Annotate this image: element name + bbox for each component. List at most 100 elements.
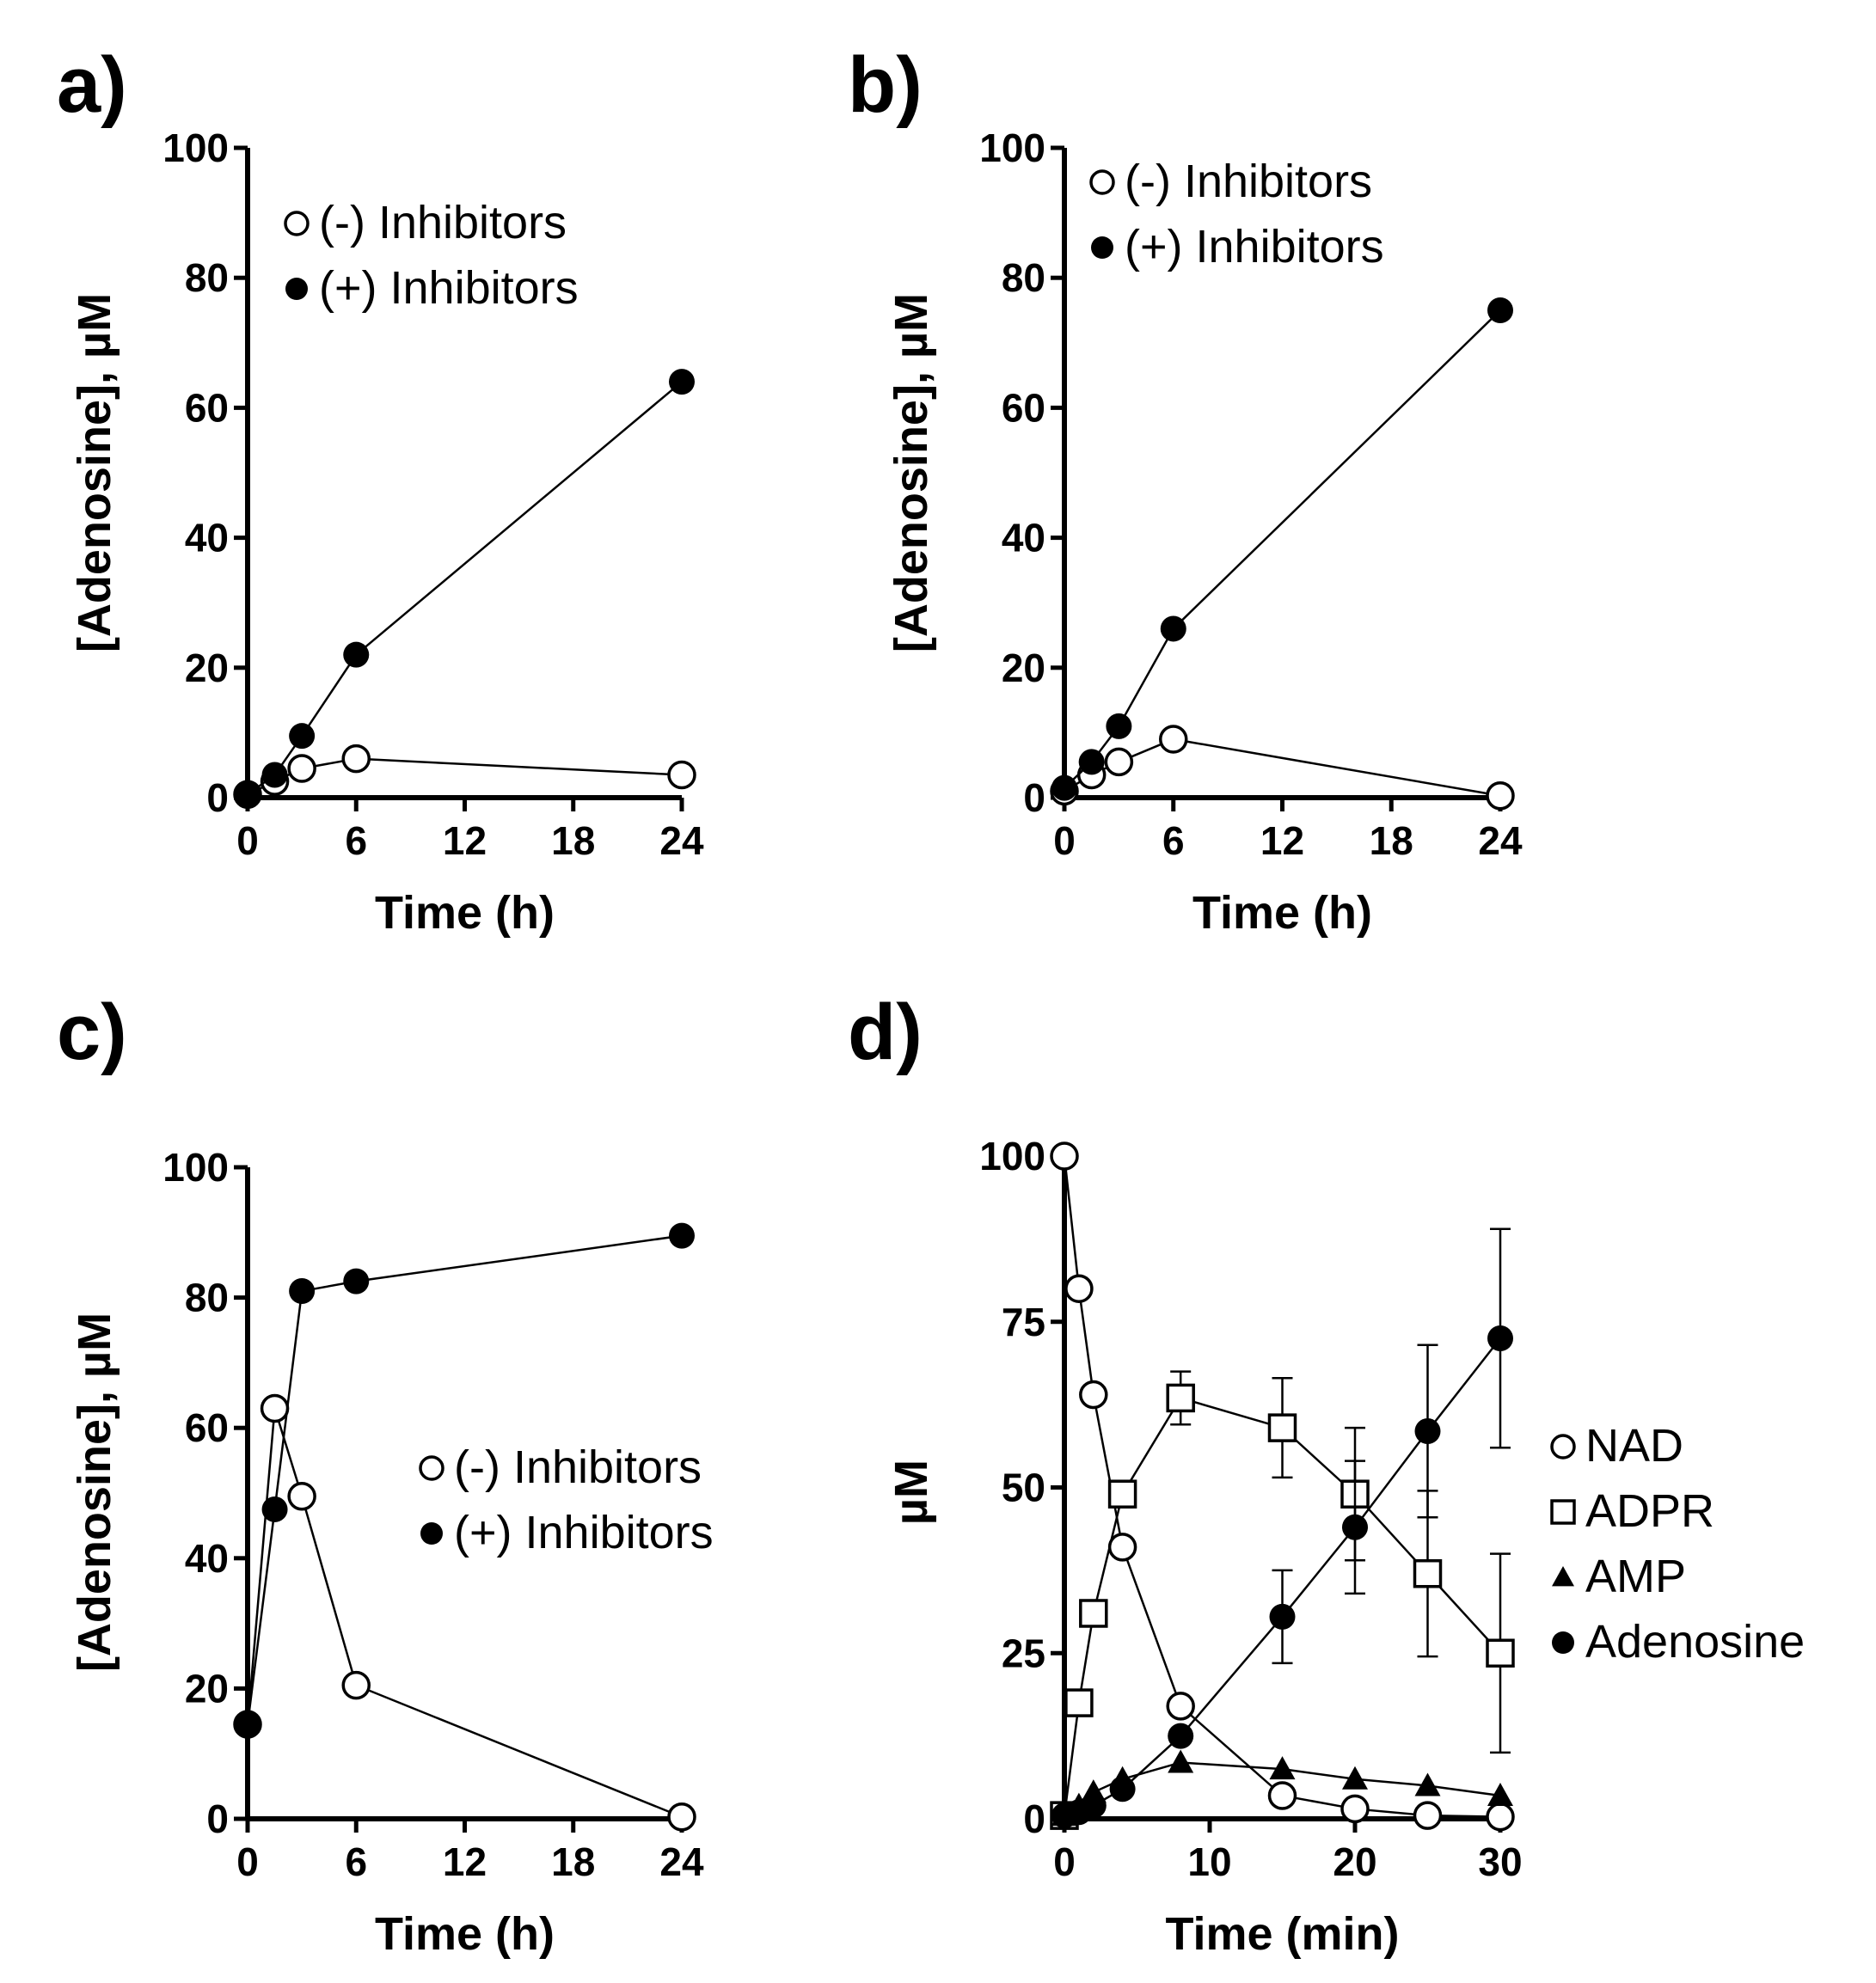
data-point <box>1413 1801 1443 1830</box>
data-point <box>1267 1413 1297 1442</box>
data-point <box>1269 1603 1296 1630</box>
data-point <box>1109 1776 1136 1802</box>
y-axis-title: [Adenosine], µM <box>69 1313 120 1672</box>
y-tick-label: 100 <box>162 125 229 170</box>
y-tick-label: 40 <box>185 1536 229 1581</box>
data-point <box>1414 1417 1441 1444</box>
y-tick-label: 50 <box>1002 1466 1045 1510</box>
data-point <box>1342 1766 1368 1790</box>
series-1 <box>235 369 695 808</box>
data-point <box>1486 1802 1515 1832</box>
y-tick-label: 20 <box>185 646 229 690</box>
y-tick-label: 100 <box>162 1145 229 1190</box>
data-point <box>1413 1558 1443 1588</box>
legend: NAD ADPR AMP Adenosine <box>1550 1420 1805 1668</box>
panel-1: a) 0 20 40 60 80 100 0 6 12 18 24 Time (h) [Adenosine… <box>57 41 704 939</box>
x-axis-title: Time (h) <box>375 887 555 939</box>
y-tick-label: 40 <box>185 516 229 560</box>
y-tick-label: 80 <box>185 1276 229 1320</box>
x-tick-label: 12 <box>443 1839 487 1884</box>
legend-label: (+) Inhibitors <box>319 262 579 314</box>
data-point <box>1487 1325 1513 1352</box>
legend-marker <box>1552 1631 1574 1654</box>
data-point <box>261 1496 288 1522</box>
x-tick-label: 18 <box>551 818 595 863</box>
data-point <box>341 744 371 774</box>
data-point <box>669 369 695 395</box>
data-point <box>1079 1599 1108 1628</box>
x-tick-label: 30 <box>1478 1839 1522 1884</box>
legend-marker <box>420 1522 443 1545</box>
series-3 <box>1051 1227 1513 1829</box>
data-point <box>1106 713 1132 739</box>
data-point <box>1166 1692 1195 1721</box>
y-tick-label: 60 <box>185 385 229 430</box>
y-tick-label: 60 <box>1002 385 1045 430</box>
legend-label: (-) Inhibitors <box>1125 156 1372 207</box>
x-tick-label: 18 <box>1370 818 1413 863</box>
y-axis-title: [Adenosine], µM <box>886 293 937 652</box>
panel-label: a) <box>57 41 127 129</box>
y-tick-label: 100 <box>979 1134 1045 1178</box>
legend: (-) Inhibitors (+) Inhibitors <box>419 1441 714 1558</box>
legend-marker <box>1089 169 1115 195</box>
x-tick-label: 0 <box>236 1839 259 1884</box>
legend-marker <box>1550 1499 1576 1525</box>
legend-marker <box>419 1455 444 1481</box>
data-point <box>1487 297 1513 323</box>
y-tick-label: 0 <box>206 1796 229 1841</box>
y-axis-title: µM <box>886 1460 937 1525</box>
x-axis-title: Time (min) <box>1165 1908 1399 1960</box>
legend-marker <box>1552 1566 1574 1587</box>
data-point <box>343 641 370 668</box>
data-point <box>1486 780 1515 811</box>
x-tick-label: 6 <box>1162 818 1185 863</box>
legend-label: AMP <box>1585 1551 1686 1602</box>
data-point <box>669 1222 695 1249</box>
data-point <box>667 760 696 790</box>
legend-label: (-) Inhibitors <box>319 197 567 248</box>
legend-marker <box>1550 1434 1576 1460</box>
y-tick-label: 0 <box>1023 775 1045 820</box>
y-tick-label: 20 <box>185 1666 229 1711</box>
y-tick-label: 20 <box>1002 646 1045 690</box>
legend-marker <box>285 278 308 300</box>
data-point <box>260 1393 290 1423</box>
x-tick-label: 0 <box>236 818 259 863</box>
legend-marker <box>1091 236 1113 259</box>
x-tick-label: 18 <box>551 1839 595 1884</box>
data-point <box>1166 1383 1195 1413</box>
data-point <box>1486 1638 1515 1668</box>
series-1 <box>235 1222 695 1738</box>
x-axis-title: Time (h) <box>375 1908 555 1960</box>
y-axis-title: [Adenosine], µM <box>69 293 120 652</box>
y-tick-label: 40 <box>1002 516 1045 560</box>
series-1 <box>1051 297 1513 801</box>
x-tick-label: 6 <box>345 818 367 863</box>
data-point <box>261 762 288 788</box>
y-tick-label: 75 <box>1002 1300 1045 1344</box>
data-point <box>1107 1533 1137 1562</box>
data-point <box>1340 1794 1370 1824</box>
x-tick-label: 20 <box>1333 1839 1376 1884</box>
data-point <box>1064 1274 1094 1303</box>
y-tick-label: 80 <box>1002 255 1045 300</box>
legend-label: NAD <box>1585 1420 1683 1472</box>
panel-label: b) <box>848 41 923 129</box>
y-tick-label: 60 <box>185 1405 229 1450</box>
y-tick-label: 25 <box>1002 1631 1045 1675</box>
data-point <box>1159 725 1188 754</box>
data-point <box>1342 1514 1368 1540</box>
y-tick-label: 80 <box>185 255 229 300</box>
series-1 <box>1050 1370 1515 1830</box>
data-point <box>1160 615 1186 642</box>
x-axis-title: Time (h) <box>1192 887 1372 939</box>
legend-label: (+) Inhibitors <box>1125 221 1384 272</box>
legend: (-) Inhibitors (+) Inhibitors <box>1089 156 1384 272</box>
data-point <box>1414 1772 1441 1796</box>
data-point <box>287 1482 316 1511</box>
data-point <box>1487 1783 1513 1807</box>
data-point <box>1064 1688 1094 1717</box>
data-point <box>287 754 316 783</box>
